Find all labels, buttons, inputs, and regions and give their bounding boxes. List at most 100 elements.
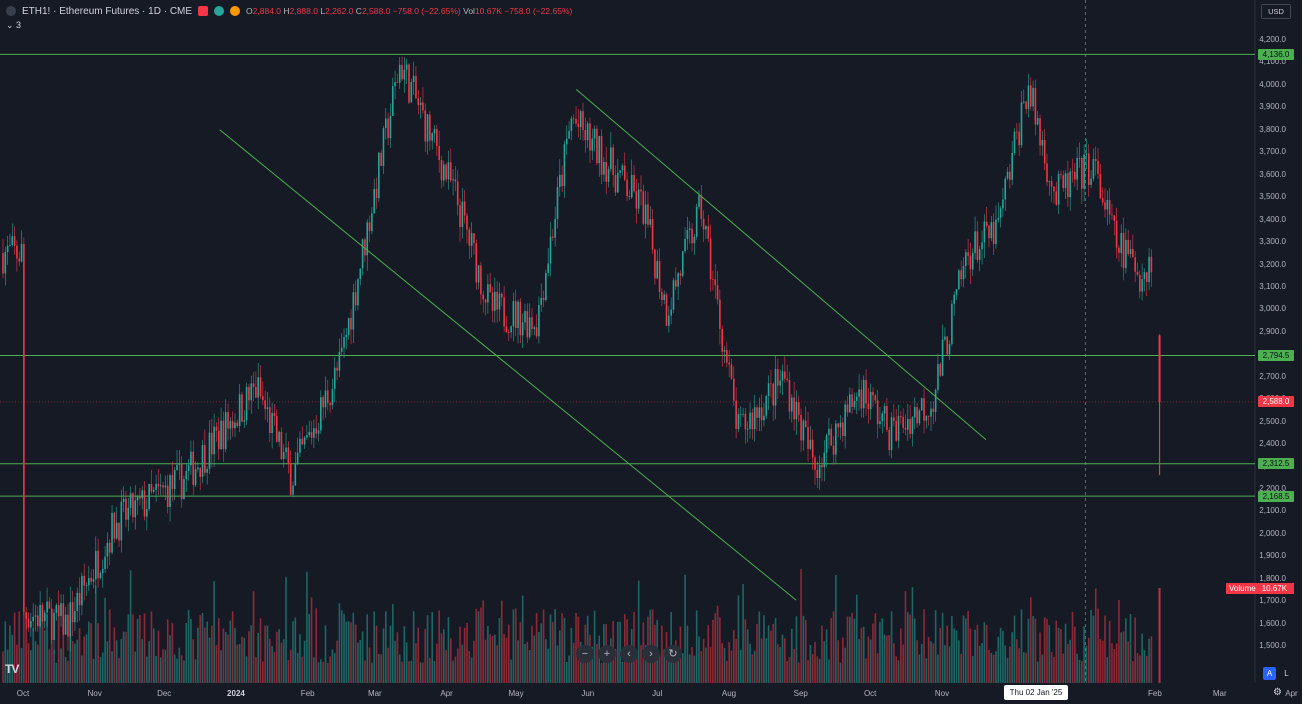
- volume-bar: [282, 639, 285, 683]
- candle-body: [417, 98, 420, 106]
- flag-icon[interactable]: [198, 6, 209, 16]
- volume-bar: [292, 621, 294, 683]
- chart-window[interactable]: ETH1! · Ethereum Futures · 1D · CME O2,8…: [0, 0, 1302, 704]
- volume-bar: [108, 609, 111, 683]
- volume-bar: [700, 651, 703, 683]
- candle-body: [1127, 239, 1129, 255]
- volume-bar: [948, 646, 951, 683]
- price-level-label: 2,588.0: [1258, 396, 1294, 408]
- volume-bar: [793, 649, 795, 683]
- volume-bar: [858, 639, 860, 683]
- volume-bar: [802, 615, 805, 683]
- candle-body: [730, 364, 733, 379]
- candle-body: [1099, 173, 1102, 199]
- settings-gear-icon[interactable]: ⚙: [1273, 687, 1282, 698]
- volume-bar: [285, 577, 287, 683]
- last-candle-body: [1158, 335, 1161, 402]
- candle-body: [227, 412, 229, 429]
- volume-bar: [252, 591, 255, 683]
- volume-bar: [707, 625, 710, 683]
- candle-body: [971, 252, 974, 270]
- candle-body: [143, 490, 146, 517]
- reset-chart-button[interactable]: ↻: [664, 645, 682, 663]
- volume-bar: [913, 618, 916, 683]
- volume-bar: [677, 646, 679, 683]
- volume-bar: [1067, 643, 1069, 683]
- candle-body: [9, 244, 11, 246]
- symbol-title[interactable]: ETH1! · Ethereum Futures · 1D · CME: [22, 5, 193, 17]
- chart-canvas[interactable]: [0, 0, 1302, 704]
- volume-bar: [916, 640, 918, 683]
- zoom-in-button[interactable]: +: [598, 645, 616, 663]
- volume-bar: [25, 612, 27, 683]
- candle-body: [1071, 171, 1074, 173]
- volume-bar: [1129, 614, 1132, 683]
- candle-body: [1092, 158, 1095, 179]
- volume-bar: [313, 657, 315, 683]
- candle-body: [911, 417, 914, 434]
- volume-bar: [398, 654, 401, 683]
- volume-bar: [524, 643, 526, 683]
- volume-bar: [436, 643, 438, 683]
- candle-body: [489, 284, 491, 293]
- candle-body: [997, 217, 1000, 220]
- candle-body: [333, 367, 336, 389]
- volume-bar: [150, 611, 153, 683]
- candle-body: [336, 367, 338, 371]
- volume-bar: [55, 662, 58, 683]
- candle-body: [55, 605, 58, 613]
- volume-bar: [988, 649, 990, 683]
- volume-bar: [695, 610, 698, 683]
- candle-body: [976, 231, 979, 261]
- volume-bar: [37, 644, 39, 683]
- volume-bar: [765, 638, 768, 683]
- candle-body: [16, 245, 18, 259]
- volume-bar: [939, 627, 942, 683]
- candle-body: [310, 432, 313, 438]
- log-scale-button[interactable]: L: [1284, 669, 1289, 678]
- volume-bar: [1062, 653, 1065, 683]
- candle-body: [345, 334, 348, 338]
- candle-body: [27, 618, 30, 628]
- volume-bar: [1132, 661, 1134, 683]
- volume-bar: [187, 609, 190, 683]
- volume-bar: [429, 657, 431, 683]
- candle-body: [204, 445, 206, 473]
- volume-bar: [981, 643, 983, 683]
- auto-scale-button[interactable]: A: [1263, 667, 1276, 680]
- scroll-right-button[interactable]: ›: [642, 645, 660, 663]
- candle-body: [967, 252, 969, 256]
- candle-body: [74, 611, 76, 623]
- volume-bar: [50, 622, 53, 683]
- volume-bar: [64, 656, 67, 683]
- volume-bar: [106, 641, 109, 683]
- candle-body: [303, 437, 306, 445]
- candle-body: [468, 229, 471, 246]
- candle-body: [540, 297, 543, 305]
- candle-body: [1141, 279, 1143, 292]
- candle-body: [1029, 85, 1032, 107]
- candle-body: [415, 75, 417, 99]
- volume-bar: [844, 647, 846, 683]
- zoom-out-button[interactable]: −: [576, 645, 594, 663]
- currency-selector[interactable]: USD: [1261, 4, 1291, 19]
- time-tick-label: Oct: [863, 689, 877, 698]
- volume-bar: [1134, 617, 1136, 683]
- candle-body: [1046, 163, 1048, 183]
- candle-body: [603, 162, 605, 175]
- candle-body: [201, 445, 204, 477]
- candle-body: [644, 204, 647, 224]
- candle-body: [781, 371, 784, 381]
- candle-body: [524, 311, 526, 323]
- volume-bar: [76, 639, 79, 683]
- candle-body: [264, 400, 266, 410]
- tradingview-logo-icon[interactable]: TV: [5, 662, 19, 676]
- candle-body: [37, 615, 39, 627]
- volume-bar: [1025, 652, 1027, 683]
- time-tick-label: May: [508, 689, 524, 698]
- candle-body: [1129, 249, 1132, 255]
- time-tick-label: Aug: [721, 689, 737, 698]
- candle-body: [229, 421, 232, 429]
- indicator-collapse-toggle[interactable]: ⌄ 3: [6, 20, 22, 30]
- scroll-left-button[interactable]: ‹: [620, 645, 638, 663]
